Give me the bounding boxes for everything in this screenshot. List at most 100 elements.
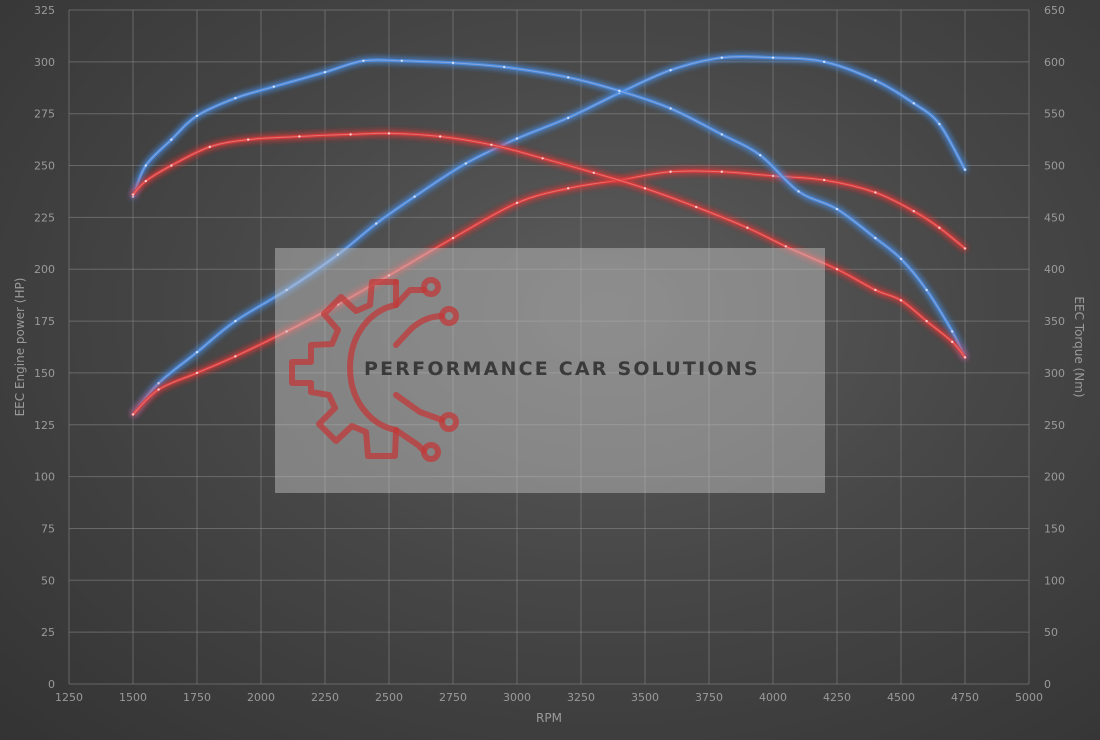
series-point	[285, 330, 288, 333]
x-tick-label: 3250	[567, 691, 595, 704]
y-right-tick-label: 350	[1044, 315, 1065, 328]
series-point	[951, 340, 954, 344]
x-tick-label: 4500	[887, 691, 915, 704]
y-left-tick-label: 25	[41, 626, 55, 639]
series-point	[695, 205, 698, 209]
y-right-tick-label: 450	[1044, 211, 1065, 224]
y-right-tick-label: 250	[1044, 419, 1065, 432]
x-tick-label: 4250	[823, 691, 851, 704]
series-point	[912, 209, 915, 213]
x-tick-label: 3500	[631, 691, 659, 704]
series-point	[746, 226, 749, 229]
gear-circuit-logo-icon-shape	[289, 277, 459, 462]
y-left-tick-label: 50	[41, 574, 55, 587]
series-point	[336, 253, 339, 256]
y-right-tick-label: 300	[1044, 367, 1065, 380]
y-right-tick-label: 650	[1044, 4, 1065, 17]
watermark-brand-text: PERFORMANCE CAR SOLUTIONS	[364, 358, 760, 380]
series-point	[323, 71, 327, 74]
series-point	[784, 245, 787, 248]
series-point	[298, 135, 301, 138]
series-point	[451, 236, 455, 240]
series-line	[131, 54, 967, 416]
y-left-tick-label: 150	[34, 367, 55, 380]
series-point	[234, 319, 237, 323]
y-left-tick-label: 75	[41, 522, 55, 535]
series-point	[669, 68, 672, 72]
series-point	[515, 137, 519, 140]
series-point	[349, 133, 352, 136]
series-point	[247, 138, 250, 141]
y-left-tick-label: 325	[34, 4, 55, 17]
series-point	[490, 143, 493, 146]
series-line-group	[131, 54, 967, 416]
series-point	[899, 257, 903, 261]
series-point	[144, 164, 147, 167]
series-point	[797, 190, 800, 193]
series-point	[387, 274, 391, 277]
series-point	[823, 60, 826, 64]
series-point	[195, 371, 199, 375]
series-point	[195, 114, 199, 117]
grid	[68, 9, 1030, 685]
series-point	[899, 299, 903, 302]
series-point	[503, 65, 506, 69]
series-point	[720, 170, 723, 173]
series-point	[835, 207, 839, 211]
series-point	[874, 191, 877, 194]
series-point	[400, 59, 403, 63]
y-axis-right-title: EEC Torque (Nm)	[1072, 296, 1086, 397]
series-point	[157, 382, 160, 385]
series-point	[515, 201, 519, 205]
series-point	[938, 122, 941, 126]
series-point	[451, 61, 455, 65]
series-point	[720, 56, 723, 59]
series-point	[874, 79, 877, 82]
series-point	[835, 268, 839, 271]
series-line-group	[131, 58, 967, 359]
series-point	[669, 107, 672, 110]
series-point	[592, 171, 595, 174]
series-point	[170, 138, 173, 141]
series-point	[669, 170, 672, 173]
y-left-tick-label: 225	[34, 211, 55, 224]
x-tick-label: 5000	[1015, 691, 1043, 704]
series-point	[285, 288, 288, 292]
series-point	[912, 102, 915, 105]
series-point	[874, 236, 877, 240]
y-right-tick-label: 550	[1044, 108, 1065, 121]
x-tick-label: 4750	[951, 691, 979, 704]
y-left-tick-label: 125	[34, 419, 55, 432]
series-point	[618, 89, 621, 93]
x-tick-label: 2000	[247, 691, 275, 704]
series-point	[234, 96, 237, 100]
series-point	[771, 56, 775, 59]
x-tick-label: 4000	[759, 691, 787, 704]
y-right-tick-label: 100	[1044, 574, 1065, 587]
series-point	[759, 153, 762, 157]
series-point	[951, 330, 954, 333]
x-tick-label: 3000	[503, 691, 531, 704]
series-point	[720, 133, 723, 136]
series-point	[567, 76, 570, 79]
series-point	[567, 116, 570, 120]
y-right-tick-label: 50	[1044, 626, 1058, 639]
series-point	[925, 319, 928, 323]
series-point	[234, 355, 237, 358]
x-tick-label: 1250	[55, 691, 83, 704]
y-right-tick-label: 500	[1044, 160, 1065, 173]
y-right-tick-label: 150	[1044, 522, 1065, 535]
y-right-tick-label: 0	[1044, 678, 1051, 691]
series-point	[131, 193, 135, 196]
x-axis-title: RPM	[536, 711, 562, 725]
series-point	[157, 388, 160, 391]
series-line-highlight	[132, 132, 966, 358]
watermark: PERFORMANCE CAR SOLUTIONS	[275, 248, 825, 493]
x-tick-label: 1500	[119, 691, 147, 704]
y-axis-left-title: EEC Engine power (HP)	[13, 278, 27, 417]
y-right-tick-label: 400	[1044, 263, 1065, 276]
y-left-tick-label: 100	[34, 471, 55, 484]
series-line-group	[131, 169, 967, 416]
